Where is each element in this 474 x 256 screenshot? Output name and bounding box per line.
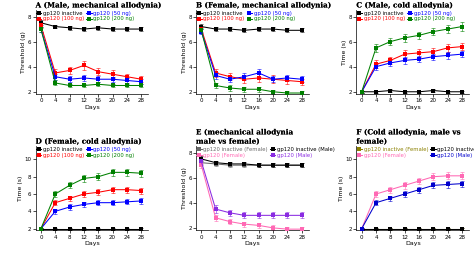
X-axis label: Days: Days — [84, 105, 100, 110]
Legend: gp120 inactive, gp120 (100 ng), gp120 (50 ng), gp120 (200 ng): gp120 inactive, gp120 (100 ng), gp120 (5… — [196, 10, 295, 22]
Text: B (Female, mechanical allodynia): B (Female, mechanical allodynia) — [196, 2, 332, 9]
Text: A (Male, mechanical allodynia): A (Male, mechanical allodynia) — [36, 2, 162, 9]
Y-axis label: Threshold (g): Threshold (g) — [21, 31, 27, 73]
Legend: gp120 inactive (Female), gp120 (Female), gp120 inactive (Male), gp120 (Male): gp120 inactive (Female), gp120 (Female),… — [196, 146, 335, 158]
Legend: gp120 inactive, gp120 (100 ng), gp120 (50 ng), gp120 (200 ng): gp120 inactive, gp120 (100 ng), gp120 (5… — [36, 146, 135, 158]
X-axis label: Days: Days — [245, 241, 260, 246]
Text: E (mechanical allodynia
male vs female): E (mechanical allodynia male vs female) — [196, 129, 293, 146]
X-axis label: Days: Days — [245, 105, 260, 110]
X-axis label: Days: Days — [405, 105, 420, 110]
Text: F (Cold allodynia, male vs
female): F (Cold allodynia, male vs female) — [356, 129, 461, 146]
Y-axis label: Threshold (g): Threshold (g) — [182, 167, 187, 209]
Y-axis label: Time (s): Time (s) — [18, 176, 23, 201]
Y-axis label: Threshold (g): Threshold (g) — [182, 31, 187, 73]
X-axis label: Days: Days — [405, 241, 420, 246]
Legend: gp120 inactive, gp120 (100 ng), gp120 (50 ng), gp120 (200 ng): gp120 inactive, gp120 (100 ng), gp120 (5… — [36, 10, 135, 22]
Text: D (Female, cold allodynia): D (Female, cold allodynia) — [36, 137, 142, 146]
Legend: gp120 inactive (Female), gp120 (Female), gp120 inactive (Male), gp120 (Male): gp120 inactive (Female), gp120 (Female),… — [356, 146, 474, 158]
Text: C (Male, cold allodynia): C (Male, cold allodynia) — [356, 2, 453, 9]
Y-axis label: Time (s): Time (s) — [342, 40, 347, 65]
X-axis label: Days: Days — [84, 241, 100, 246]
Y-axis label: Time (s): Time (s) — [339, 176, 344, 201]
Legend: gp120 inactive, gp120 (100 ng), gp120 (50 ng), gp120 (200 ng): gp120 inactive, gp120 (100 ng), gp120 (5… — [356, 10, 456, 22]
